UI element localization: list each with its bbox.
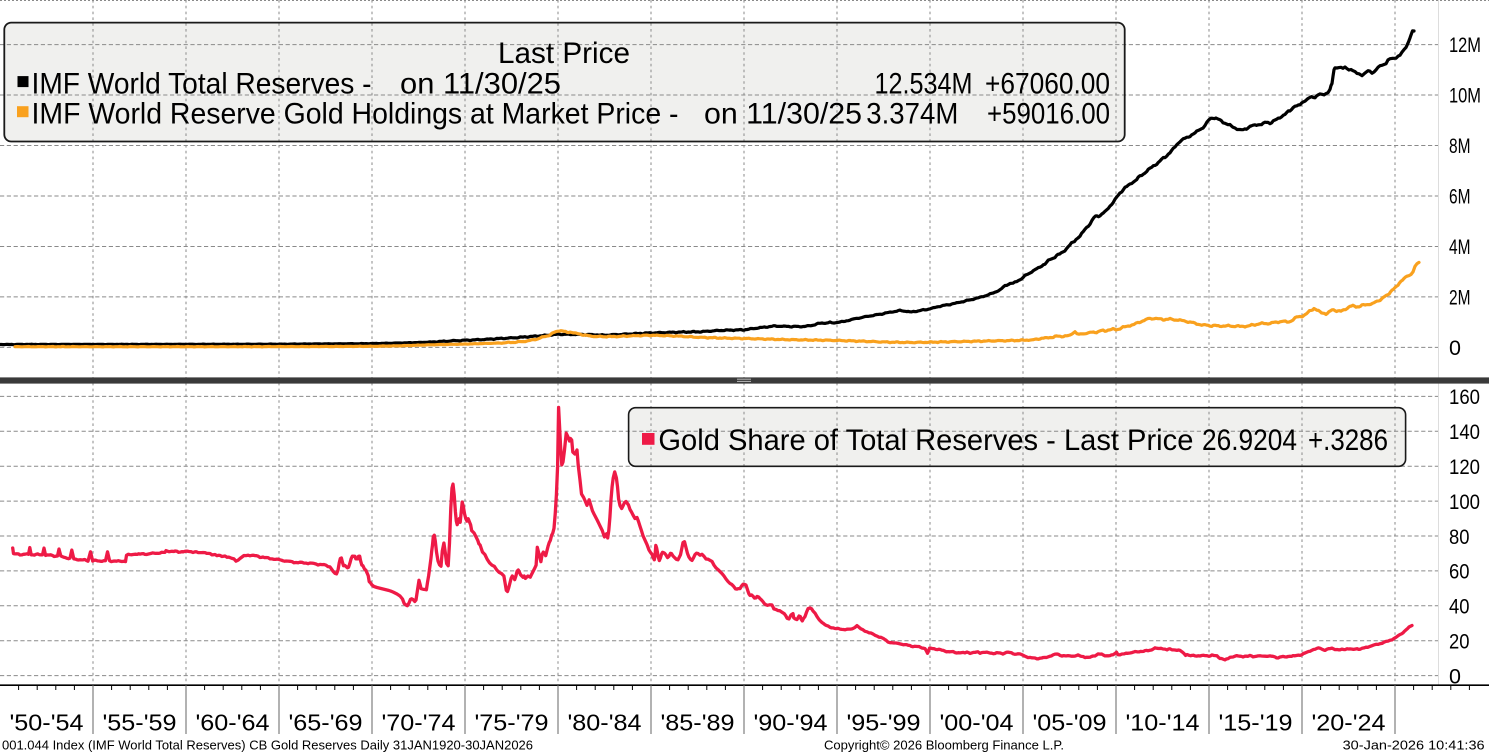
svg-text:10M: 10M: [1449, 84, 1481, 108]
svg-text:80: 80: [1449, 525, 1470, 549]
svg-text:0: 0: [1449, 336, 1461, 360]
svg-text:'10-'14: '10-'14: [1126, 710, 1200, 736]
svg-text:8M: 8M: [1449, 134, 1471, 158]
svg-text:140: 140: [1449, 420, 1480, 444]
svg-text:3.374M: 3.374M: [866, 98, 958, 131]
svg-text:'65-'69: '65-'69: [289, 710, 363, 736]
svg-text:26.9204: 26.9204: [1202, 424, 1297, 457]
svg-text:'60-'64: '60-'64: [196, 710, 270, 736]
svg-text:'95-'99: '95-'99: [847, 710, 921, 736]
svg-text:on 11/30/25: on 11/30/25: [400, 68, 561, 101]
svg-text:'20-'24: '20-'24: [1312, 710, 1386, 736]
svg-text:12.534M: 12.534M: [875, 68, 973, 101]
svg-text:'00-'04: '00-'04: [940, 710, 1014, 736]
svg-text:60: 60: [1449, 560, 1470, 584]
svg-text:Copyright© 2026 Bloomberg Fina: Copyright© 2026 Bloomberg Finance L.P.: [824, 737, 1064, 752]
svg-text:IMF World Reserve Gold Holding: IMF World Reserve Gold Holdings at Marke…: [32, 98, 679, 131]
svg-text:0: 0: [1449, 664, 1461, 688]
svg-text:6M: 6M: [1449, 185, 1471, 209]
svg-text:120: 120: [1449, 455, 1480, 479]
svg-text:160: 160: [1449, 385, 1480, 409]
svg-text:IMF World Total Reserves -: IMF World Total Reserves -: [32, 68, 372, 101]
svg-text:001.044 Index (IMF World Total: 001.044 Index (IMF World Total Reserves)…: [2, 737, 533, 752]
svg-text:'80-'84: '80-'84: [568, 710, 642, 736]
svg-text:+67060.00: +67060.00: [985, 68, 1110, 101]
svg-text:'50-'54: '50-'54: [10, 710, 84, 736]
svg-text:20: 20: [1449, 630, 1470, 654]
svg-text:on 11/30/25: on 11/30/25: [704, 98, 862, 131]
svg-text:+.3286: +.3286: [1308, 424, 1388, 457]
svg-text:Last Price: Last Price: [498, 37, 630, 70]
svg-text:'05-'09: '05-'09: [1033, 710, 1107, 736]
svg-text:'90-'94: '90-'94: [754, 710, 828, 736]
svg-text:12M: 12M: [1449, 33, 1481, 57]
svg-text:'55-'59: '55-'59: [103, 710, 177, 736]
svg-text:4M: 4M: [1449, 235, 1471, 259]
svg-text:2M: 2M: [1449, 286, 1471, 310]
svg-text:'70-'74: '70-'74: [382, 710, 456, 736]
svg-text:'15-'19: '15-'19: [1219, 710, 1293, 736]
svg-text:100: 100: [1449, 490, 1480, 514]
svg-text:+59016.00: +59016.00: [987, 98, 1110, 131]
svg-text:40: 40: [1449, 595, 1470, 619]
svg-text:'85-'89: '85-'89: [661, 710, 735, 736]
svg-text:30-Jan-2026 10:41:36: 30-Jan-2026 10:41:36: [1343, 737, 1485, 752]
svg-text:Gold Share of Total Reserves -: Gold Share of Total Reserves - Last Pric…: [658, 424, 1193, 457]
svg-text:'75-'79: '75-'79: [475, 710, 549, 736]
